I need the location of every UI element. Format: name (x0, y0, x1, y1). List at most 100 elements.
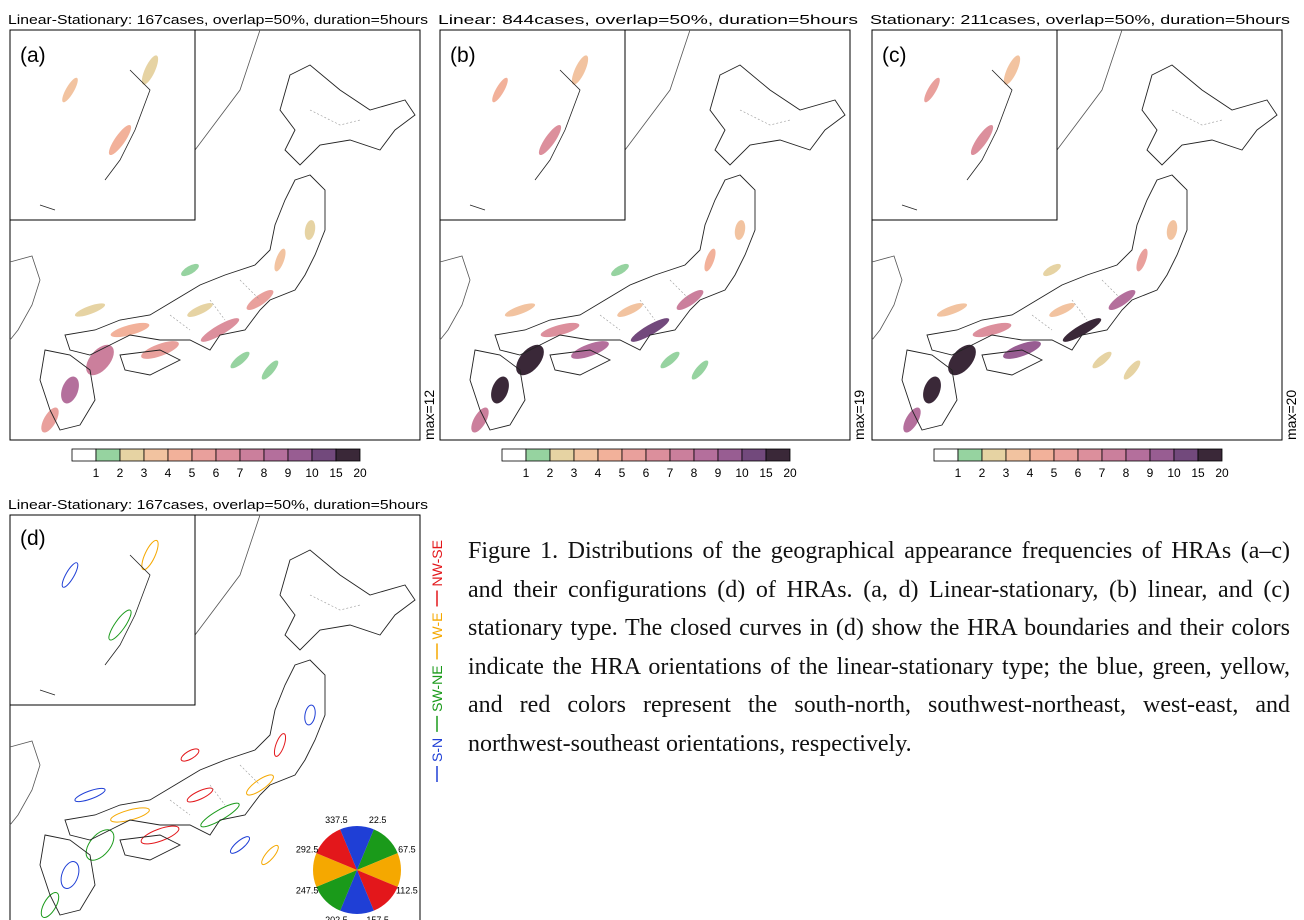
colorbar-label: 8 (261, 466, 268, 480)
colorbar-box (1030, 449, 1054, 461)
colorbar-box (670, 449, 694, 461)
colorbar-label: 9 (715, 466, 722, 480)
colorbar-label: 3 (571, 466, 578, 480)
panel-title: Stationary: 211cases, overlap=50%, durat… (870, 12, 1291, 27)
panel-title: Linear-Stationary: 167cases, overlap=50%… (8, 497, 429, 512)
colorbar-box (264, 449, 288, 461)
panel-label: (d) (20, 527, 46, 550)
colorbar-label: 4 (1027, 466, 1034, 480)
colorbar-label: 8 (1123, 466, 1130, 480)
colorbar-box (1078, 449, 1102, 461)
max-label: max=19 (851, 390, 867, 440)
colorbar-box (526, 449, 550, 461)
colorbar-label: 15 (759, 466, 773, 480)
colorbar-box (646, 449, 670, 461)
colorbar-label: 10 (735, 466, 749, 480)
colorbar-label: 20 (783, 466, 797, 480)
pie-label: 67.5 (398, 844, 416, 854)
colorbar-label: 2 (547, 466, 554, 480)
colorbar-box (742, 449, 766, 461)
colorbar-label: 15 (329, 466, 343, 480)
colorbar-label: 4 (595, 466, 602, 480)
colorbar-label: 5 (1051, 466, 1058, 480)
panel-label: (a) (20, 44, 46, 67)
colorbar-box (574, 449, 598, 461)
page: {"panels": [ {"title": "Linear-Stationar… (0, 0, 1304, 920)
colorbar-box (502, 449, 526, 461)
colorbar-box (1198, 449, 1222, 461)
legend-label: SW-NE (429, 665, 445, 711)
colorbar-label: 8 (691, 466, 698, 480)
pie-label: 247.5 (296, 886, 319, 896)
colorbar-box (934, 449, 958, 461)
colorbar-label: 5 (189, 466, 196, 480)
colorbar-label: 6 (213, 466, 220, 480)
colorbar-box (72, 449, 96, 461)
caption: Figure 1. Distributions of the geographi… (468, 532, 1290, 763)
legend-label: NW-SE (429, 540, 445, 586)
colorbar-label: 10 (1167, 466, 1181, 480)
pie-label: 202.5 (325, 915, 348, 920)
colorbar-label: 3 (141, 466, 148, 480)
colorbar-label: 1 (523, 466, 530, 480)
colorbar-label: 7 (1099, 466, 1106, 480)
legend-label: S-N (429, 738, 445, 762)
colorbar-box (216, 449, 240, 461)
colorbar-box (1126, 449, 1150, 461)
colorbar-box (144, 449, 168, 461)
colorbar-box (958, 449, 982, 461)
legend-label: W-E (429, 612, 445, 639)
colorbar-box (120, 449, 144, 461)
colorbar-label: 5 (619, 466, 626, 480)
colorbar-box (766, 449, 790, 461)
pie-label: 292.5 (296, 844, 319, 854)
colorbar-box (192, 449, 216, 461)
colorbar-box (718, 449, 742, 461)
pie-label: 157.5 (366, 915, 389, 920)
colorbar-label: 2 (117, 466, 124, 480)
colorbar-label: 6 (1075, 466, 1082, 480)
colorbar-label: 20 (353, 466, 367, 480)
colorbar-label: 7 (237, 466, 244, 480)
colorbar-box (336, 449, 360, 461)
max-label: max=12 (421, 390, 437, 440)
colorbar-box (694, 449, 718, 461)
map-panel: (b) (440, 30, 850, 440)
colorbar-box (550, 449, 574, 461)
panel-label: (c) (882, 44, 907, 67)
colorbar-label: 20 (1215, 466, 1229, 480)
colorbar-box (288, 449, 312, 461)
colorbar-box (96, 449, 120, 461)
figure: Linear-Stationary: 167cases, overlap=50%… (0, 0, 1304, 920)
map-panel: (c) (872, 30, 1282, 440)
panel-title: Linear: 844cases, overlap=50%, duration=… (438, 12, 859, 27)
max-label: max=20 (1283, 390, 1299, 440)
pie-label: 112.5 (396, 886, 418, 896)
colorbar-label: 1 (955, 466, 962, 480)
panel-title: Linear-Stationary: 167cases, overlap=50%… (8, 12, 429, 27)
colorbar-box (622, 449, 646, 461)
colorbar-label: 10 (305, 466, 319, 480)
colorbar-label: 7 (667, 466, 674, 480)
colorbar-box (240, 449, 264, 461)
colorbar-box (1150, 449, 1174, 461)
colorbar-box (312, 449, 336, 461)
colorbar-box (1006, 449, 1030, 461)
colorbar-box (982, 449, 1006, 461)
colorbar-box (1174, 449, 1198, 461)
colorbar-label: 9 (285, 466, 292, 480)
pie-label: 337.5 (325, 815, 348, 825)
colorbar-label: 6 (643, 466, 650, 480)
colorbar-label: 3 (1003, 466, 1010, 480)
colorbar-label: 9 (1147, 466, 1154, 480)
colorbar-label: 4 (165, 466, 172, 480)
colorbar-box (598, 449, 622, 461)
colorbar-box (168, 449, 192, 461)
colorbar-label: 1 (93, 466, 100, 480)
map-panel: (a) (10, 30, 420, 440)
pie-label: 22.5 (369, 815, 387, 825)
colorbar-label: 15 (1191, 466, 1205, 480)
colorbar-box (1054, 449, 1078, 461)
colorbar-box (1102, 449, 1126, 461)
panel-label: (b) (450, 44, 476, 67)
